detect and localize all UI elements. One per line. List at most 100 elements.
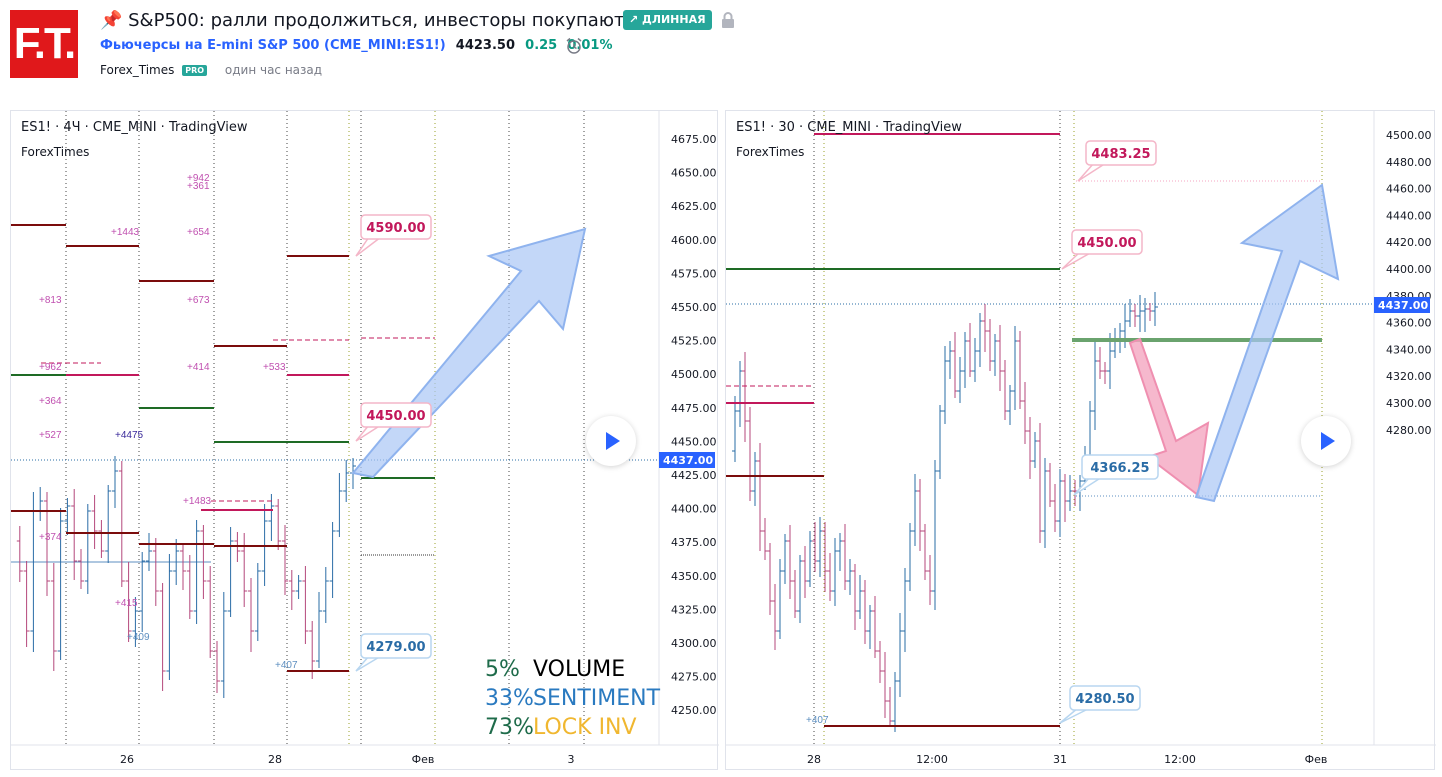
y-tick-label: 4420.00 [1386, 236, 1432, 249]
volume-label: +962 [39, 362, 62, 373]
last-price: 4423.50 [455, 38, 516, 53]
volume-label: +414 [187, 362, 210, 373]
y-tick-label: 4425.00 [671, 469, 717, 482]
y-tick-label: 4350.00 [671, 570, 717, 583]
y-tick-label: 4250.00 [671, 704, 717, 717]
price-callout-label: 4483.25 [1091, 147, 1150, 162]
price-callout[interactable] [360, 633, 432, 659]
price-callout[interactable] [1081, 454, 1159, 480]
chart-legend: ES1! · 30 · CME_MINI · TradingView [736, 120, 962, 135]
current-price-label: 4437.00 [1378, 299, 1428, 312]
volume-label: +533 [263, 362, 286, 373]
volume-label: +673 [187, 295, 210, 306]
x-tick-label: 12:00 [916, 753, 948, 766]
author-name[interactable]: Forex_Times [100, 63, 175, 77]
alarm-icon[interactable] [565, 37, 583, 55]
volume-label: +407 [275, 660, 298, 671]
y-tick-label: 4300.00 [1386, 397, 1432, 410]
x-tick-label: 3 [568, 753, 575, 766]
y-tick-label: 4460.00 [1386, 183, 1432, 196]
y-tick-label: 4400.00 [671, 503, 717, 516]
play-icon [1321, 432, 1335, 450]
y-tick-label: 4360.00 [1386, 317, 1432, 330]
chart-watermark: ForexTimes [736, 145, 805, 159]
published-time: один час назад [224, 63, 323, 77]
price-callout-label: 4450.00 [1077, 236, 1136, 251]
long-badge: ↗ ДЛИННАЯ [623, 10, 712, 30]
volume-label: +374 [39, 532, 62, 543]
y-tick-label: 4500.00 [1386, 129, 1432, 142]
symbol-line: Фьючерсы на E-mini S&P 500 (CME_MINI:ES1… [100, 38, 612, 53]
chart-watermark: ForexTimes [21, 145, 90, 159]
y-tick-label: 4525.00 [671, 335, 717, 348]
idea-title: 📌 S&P500: ралли продолжиться, инвесторы … [100, 10, 635, 31]
stats-box: 5% VOLUME 33%SENTIMENT 73%LOCK INV [485, 655, 660, 742]
current-price-tag [1374, 297, 1430, 313]
volume-label: +415 [115, 598, 138, 609]
x-tick-label: Фев [412, 753, 435, 766]
x-tick-label: 12:00 [1164, 753, 1196, 766]
current-price-tag [659, 452, 715, 468]
x-tick-label: 28 [807, 753, 821, 766]
volume-label: +361 [187, 181, 210, 192]
chart-4h[interactable]: +942+361 +1443 +654 +813 +673 +962 +414 +533 +36… [11, 111, 719, 771]
chart-panel-30m[interactable]: +407 4483.25 4450.00 4366.25 4280.50 4500.0… [725, 110, 1436, 771]
x-tick-label: 31 [1053, 753, 1067, 766]
volume-label: +1483 [183, 496, 212, 507]
price-callout-label: 4450.00 [366, 409, 425, 424]
y-tick-label: 4575.00 [671, 267, 717, 280]
y-tick-label: 4440.00 [1386, 209, 1432, 222]
lock-icon [722, 12, 734, 28]
down-arrow-annotation[interactable] [1128, 337, 1210, 497]
y-tick-label: 4340.00 [1386, 343, 1432, 356]
y-tick-label: 4375.00 [671, 536, 717, 549]
up-arrow-annotation[interactable] [351, 227, 587, 479]
y-tick-label: 4280.00 [1386, 424, 1432, 437]
price-callout[interactable] [1085, 140, 1157, 166]
y-tick-label: 4320.00 [1386, 370, 1432, 383]
y-tick-label: 4625.00 [671, 200, 717, 213]
volume-label: +364 [39, 396, 62, 407]
price-callout[interactable] [360, 402, 432, 428]
price-change-pct: 0.01% [567, 38, 613, 53]
volume-label: +527 [39, 430, 62, 441]
pro-badge: PRO [182, 65, 208, 76]
chart-panel-4h[interactable]: +942 +361 +1443 +654 +813 +673 +962 +414 +533 +36… [10, 110, 719, 771]
x-tick-label: Фев [1305, 753, 1328, 766]
volume-label: +942 [187, 173, 210, 184]
y-tick-label: 4500.00 [671, 368, 717, 381]
x-tick-label: 28 [268, 753, 282, 766]
y-tick-label: 4480.00 [1386, 156, 1432, 169]
author-line: Forex_Times PRO один час назад [100, 63, 322, 77]
y-tick-label: 4550.00 [671, 301, 717, 314]
chart-30m[interactable]: +407 4483.25 4450.00 4366.25 4280.50 4500.0… [726, 111, 1436, 771]
current-price-label: 4437.00 [663, 454, 713, 467]
y-tick-label: 4650.00 [671, 167, 717, 180]
price-callout[interactable] [360, 214, 432, 240]
volume-label: +409 [127, 632, 150, 643]
y-tick-label: 4675.00 [671, 133, 717, 146]
play-icon [606, 432, 620, 450]
x-tick-label: 26 [120, 753, 134, 766]
play-button[interactable] [586, 416, 636, 466]
y-tick-label: 4275.00 [671, 671, 717, 684]
chart-legend: ES1! · 4Ч · CME_MINI · TradingView [21, 120, 248, 135]
price-change: 0.25 [525, 38, 558, 53]
price-callout-label: 4590.00 [366, 221, 425, 236]
y-tick-label: 4400.00 [1386, 263, 1432, 276]
price-callout[interactable] [1069, 685, 1141, 711]
play-button[interactable] [1301, 416, 1351, 466]
price-callout-label: 4366.25 [1090, 461, 1149, 476]
y-tick-label: 4300.00 [671, 637, 717, 650]
up-arrow-annotation[interactable] [1194, 183, 1340, 503]
y-tick-label: 4325.00 [671, 603, 717, 616]
stat-volume: 5% VOLUME [485, 657, 626, 682]
volume-label: +407 [806, 715, 829, 726]
symbol-link[interactable]: Фьючерсы на E-mini S&P 500 (CME_MINI:ES1… [100, 38, 446, 53]
stat-sentiment: 33%SENTIMENT [485, 686, 661, 711]
y-tick-label: 4600.00 [671, 234, 717, 247]
y-tick-label: 4450.00 [671, 435, 717, 448]
volume-label: +813 [39, 295, 62, 306]
logo[interactable]: F.T. [10, 10, 78, 78]
price-callout[interactable] [1071, 229, 1143, 255]
